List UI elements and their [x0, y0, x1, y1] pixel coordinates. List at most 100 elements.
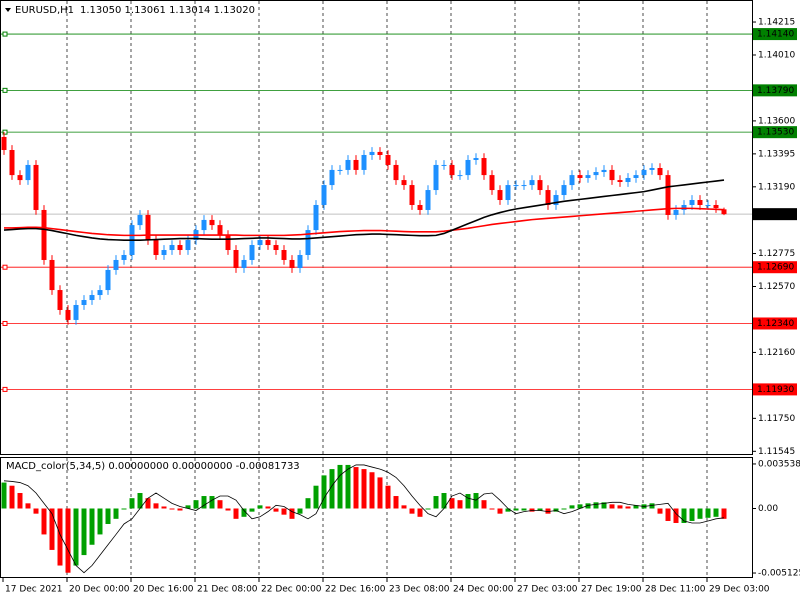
macd-bar: [649, 503, 655, 509]
macd-bar: [329, 469, 335, 509]
candle-body: [169, 245, 175, 251]
macd-bar: [449, 498, 455, 509]
candle-body: [425, 190, 431, 210]
x-tick-label: 24 Dec 00:00: [453, 585, 514, 595]
candle-body: [665, 175, 671, 215]
macd-bar: [577, 504, 583, 509]
macd-bar: [337, 464, 343, 509]
symbol: EURUSD,H1: [15, 5, 74, 16]
level-label-box: [753, 317, 797, 330]
signal-line: [3, 464, 725, 574]
macd-bar: [553, 508, 559, 512]
candle-body: [17, 175, 23, 181]
candle-body: [449, 164, 455, 176]
candle-body: [489, 175, 495, 191]
macd-bar: [289, 508, 295, 519]
macd-bar: [65, 508, 71, 573]
x-tick-label: 20 Dec 16:00: [133, 585, 194, 595]
candle-body: [513, 185, 519, 187]
candle-body: [553, 195, 559, 205]
macd-bar: [457, 500, 463, 509]
macd-bar: [9, 485, 15, 509]
macd-bar: [281, 508, 287, 515]
y-tick-label: 1.11545: [758, 447, 795, 457]
level-label: 1.12690: [757, 263, 794, 273]
macd-bar: [465, 494, 471, 509]
candle-body: [281, 250, 287, 260]
macd-bar: [505, 508, 511, 512]
macd-bar: [585, 503, 591, 509]
candle-body: [329, 169, 335, 186]
macd-bar: [177, 508, 183, 511]
y-tick-label: 1.14215: [758, 18, 795, 28]
price-panel: [0, 0, 753, 455]
y-tick-label: 1.12775: [758, 249, 795, 259]
level-label: 1.11930: [757, 385, 794, 395]
candle-body: [73, 304, 79, 320]
candle-body: [321, 185, 327, 205]
candle-body: [241, 259, 247, 269]
macd-bar: [137, 493, 143, 509]
candle-body: [393, 164, 399, 181]
x-tick-label: 22 Dec 16:00: [325, 585, 386, 595]
macd-bar: [233, 508, 239, 519]
macd-bar: [89, 508, 95, 545]
macd-bar: [105, 508, 111, 524]
macd-bar: [17, 493, 23, 509]
macd-bar: [193, 500, 199, 509]
macd-bar: [201, 496, 207, 509]
candle-body: [633, 175, 639, 178]
level-label: 1.13790: [757, 86, 794, 96]
macd-bar: [409, 508, 415, 514]
candle-body: [161, 250, 167, 255]
candle-body: [185, 240, 191, 251]
level-label: 1.12340: [757, 319, 794, 329]
candle-body: [673, 209, 679, 215]
macd-bar: [297, 508, 303, 514]
candle-body: [305, 230, 311, 255]
macd-bar: [385, 485, 391, 509]
candle-body: [713, 204, 719, 209]
macd-bar: [57, 508, 63, 566]
candle-body: [113, 259, 119, 270]
macd-bar: [417, 508, 423, 517]
level-label-box: [753, 126, 797, 139]
candle-body: [569, 175, 575, 186]
candle-body: [33, 164, 39, 210]
macd-bar: [473, 493, 479, 509]
candle-body: [473, 158, 479, 160]
macd-bar: [721, 508, 727, 519]
candle-body: [641, 169, 647, 176]
level-label-box: [753, 84, 797, 97]
macd-bar: [25, 503, 31, 509]
level-anchor: [2, 87, 8, 93]
candle-body: [217, 225, 223, 236]
macd-bar: [113, 508, 119, 519]
macd-bar: [129, 498, 135, 509]
moving-average: [3, 179, 725, 242]
level-label-box: [753, 261, 797, 274]
macd-bar: [697, 508, 703, 519]
macd-bar: [209, 496, 215, 509]
y-tick-label: -0.005125: [758, 569, 800, 579]
candle-body: [257, 240, 263, 246]
macd-bar: [665, 508, 671, 521]
menu-arrow[interactable]: [5, 8, 11, 12]
candle-body: [561, 185, 567, 196]
level-anchor: [2, 129, 8, 135]
macd-bar: [561, 508, 567, 510]
candle-body: [297, 254, 303, 269]
y-tick-label: 1.12160: [758, 348, 795, 358]
macd-bar: [161, 506, 167, 509]
candle-body: [49, 259, 55, 291]
candle-body: [121, 254, 127, 260]
macd-bar: [569, 505, 575, 509]
candle-body: [649, 168, 655, 170]
candle-body: [225, 235, 231, 251]
y-tick-label: 1.13395: [758, 149, 795, 159]
x-tick-label: 27 Dec 19:00: [581, 585, 642, 595]
candle-body: [289, 259, 295, 269]
macd-bar: [169, 508, 175, 510]
